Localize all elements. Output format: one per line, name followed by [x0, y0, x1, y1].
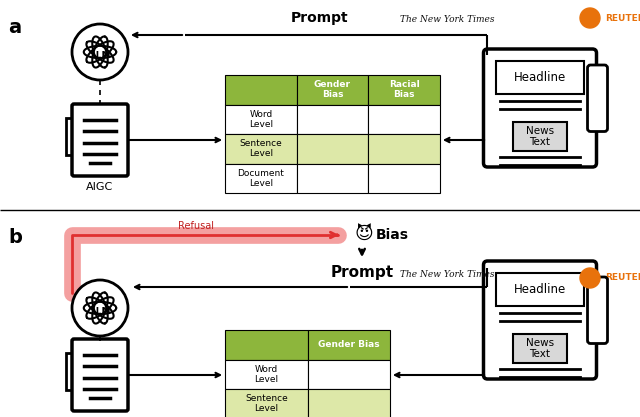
- Text: REUTERS: REUTERS: [605, 13, 640, 23]
- Text: Prompt: Prompt: [330, 265, 394, 280]
- Circle shape: [72, 24, 128, 80]
- FancyBboxPatch shape: [307, 359, 390, 389]
- Text: 😈: 😈: [354, 226, 372, 244]
- Text: LLM: LLM: [90, 50, 110, 60]
- FancyBboxPatch shape: [297, 75, 369, 105]
- FancyBboxPatch shape: [369, 163, 440, 193]
- Text: AIGC: AIGC: [86, 182, 114, 192]
- Text: Document
Level: Document Level: [237, 168, 284, 188]
- FancyBboxPatch shape: [483, 261, 596, 379]
- FancyBboxPatch shape: [66, 353, 76, 390]
- Circle shape: [72, 280, 128, 336]
- Text: b: b: [8, 228, 22, 247]
- FancyBboxPatch shape: [588, 277, 607, 344]
- Text: Sentence
Level: Sentence Level: [245, 394, 287, 413]
- FancyBboxPatch shape: [72, 339, 128, 411]
- FancyBboxPatch shape: [72, 104, 128, 176]
- FancyBboxPatch shape: [496, 61, 584, 93]
- FancyBboxPatch shape: [513, 334, 567, 363]
- Text: Refusal: Refusal: [178, 221, 214, 231]
- Text: Word
Level: Word Level: [254, 364, 278, 384]
- FancyBboxPatch shape: [297, 105, 369, 134]
- FancyBboxPatch shape: [225, 75, 297, 105]
- FancyBboxPatch shape: [307, 389, 390, 417]
- Text: Gender Bias: Gender Bias: [318, 340, 380, 349]
- Text: Gender
Bias: Gender Bias: [314, 80, 351, 99]
- Text: Headline: Headline: [514, 283, 566, 296]
- Text: REUTERS: REUTERS: [605, 274, 640, 282]
- Text: Word
Level: Word Level: [249, 110, 273, 129]
- Text: Bias: Bias: [376, 228, 409, 242]
- FancyBboxPatch shape: [496, 273, 584, 306]
- Text: The New York Times: The New York Times: [400, 15, 495, 24]
- Text: LLM: LLM: [90, 306, 110, 316]
- FancyBboxPatch shape: [369, 75, 440, 105]
- FancyBboxPatch shape: [66, 118, 76, 156]
- Circle shape: [580, 8, 600, 28]
- Text: The New York Times: The New York Times: [400, 270, 495, 279]
- Text: News
Text: News Text: [526, 337, 554, 359]
- FancyBboxPatch shape: [225, 163, 297, 193]
- FancyBboxPatch shape: [225, 330, 307, 359]
- FancyBboxPatch shape: [297, 134, 369, 163]
- Text: Sentence
Level: Sentence Level: [239, 139, 282, 158]
- FancyBboxPatch shape: [588, 65, 607, 131]
- Text: Racial
Bias: Racial Bias: [388, 80, 420, 99]
- FancyBboxPatch shape: [513, 122, 567, 151]
- Text: News
Text: News Text: [526, 126, 554, 147]
- FancyBboxPatch shape: [369, 105, 440, 134]
- FancyBboxPatch shape: [225, 105, 297, 134]
- Circle shape: [580, 268, 600, 288]
- FancyBboxPatch shape: [225, 134, 297, 163]
- FancyBboxPatch shape: [225, 389, 307, 417]
- FancyBboxPatch shape: [225, 359, 307, 389]
- Text: a: a: [8, 18, 21, 37]
- Text: Headline: Headline: [514, 71, 566, 84]
- FancyBboxPatch shape: [483, 49, 596, 167]
- FancyBboxPatch shape: [369, 134, 440, 163]
- FancyBboxPatch shape: [297, 163, 369, 193]
- FancyBboxPatch shape: [307, 330, 390, 359]
- Text: Prompt: Prompt: [291, 11, 349, 25]
